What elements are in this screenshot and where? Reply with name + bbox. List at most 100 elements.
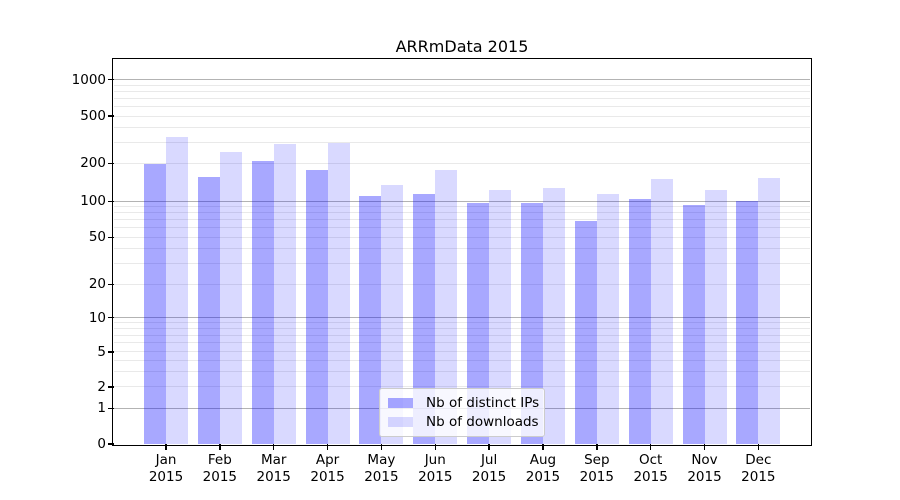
x-tick-label-jan: Jan 2015 (148, 452, 184, 485)
gridline-minor-50 (114, 236, 810, 238)
legend-entry-downloads: Nb of downloads (388, 414, 539, 430)
gridline-minor-6 (114, 342, 810, 344)
y-tick-label-100: 100 (80, 193, 106, 210)
gridline-minor-3 (114, 370, 810, 372)
gridline-minor-60 (114, 227, 810, 229)
bar-downloads-aug (542, 188, 565, 444)
y-tick-mark-1 (108, 407, 114, 410)
x-tick-mark-aug (542, 444, 544, 450)
legend: Nb of distinct IPs Nb of downloads (379, 388, 545, 437)
y-tick-mark-10 (108, 316, 114, 319)
x-tick-mark-nov (703, 444, 706, 450)
bar-distinct-ips-sep (574, 220, 597, 444)
x-tick-mark-may (380, 444, 383, 450)
legend-entry-distinct-ips: Nb of distinct IPs (388, 395, 540, 411)
gridline-minor-4 (114, 359, 810, 361)
bar-downloads-may (381, 184, 404, 444)
y-tick-mark-0 (108, 443, 114, 445)
bar-downloads-sep (596, 193, 619, 444)
y-tick-mark-100 (108, 200, 114, 203)
gridline-minor-9 (114, 322, 810, 324)
gridline-minor-7 (114, 334, 810, 336)
bar-distinct-ips-dec (736, 200, 759, 444)
y-tick-label-200: 200 (80, 155, 106, 172)
legend-swatch-distinct-ips (388, 398, 413, 408)
gridline-minor-600 (114, 105, 810, 107)
gridline-minor-5 (114, 351, 810, 353)
x-tick-mark-jul (488, 444, 490, 450)
gridline-minor-400 (114, 127, 810, 129)
y-tick-mark-20 (108, 283, 114, 285)
x-tick-label-feb: Feb 2015 (202, 452, 238, 485)
bar-downloads-dec (758, 177, 781, 444)
x-tick-label-mar: Mar 2015 (256, 452, 291, 485)
bar-downloads-feb (219, 151, 242, 444)
y-tick-mark-1000 (108, 78, 114, 81)
y-tick-mark-5 (108, 351, 114, 353)
bar-downloads-jan (166, 137, 188, 444)
gridline-minor-2 (114, 386, 810, 388)
bar-distinct-ips-jul (467, 202, 490, 444)
bar-distinct-ips-nov (682, 205, 705, 444)
x-tick-mark-apr (326, 444, 329, 450)
bar-downloads-oct (650, 178, 673, 444)
bar-distinct-ips-jan (144, 163, 166, 444)
legend-label-downloads: Nb of downloads (426, 414, 539, 430)
bar-downloads-jun (435, 169, 458, 444)
x-tick-label-jun: Jun 2015 (418, 452, 453, 485)
x-tick-mark-jun (434, 444, 436, 450)
x-tick-label-oct: Oct 2015 (633, 452, 668, 485)
bar-downloads-mar (273, 143, 296, 444)
gridline-minor-30 (114, 263, 810, 265)
bar-downloads-apr (327, 143, 350, 444)
gridline-minor-200 (114, 162, 810, 164)
legend-label-distinct-ips: Nb of distinct IPs (426, 395, 540, 411)
x-tick-label-nov: Nov 2015 (687, 452, 722, 485)
bar-distinct-ips-oct (628, 199, 651, 444)
gridline-minor-40 (114, 248, 810, 250)
bar-downloads-jul (489, 189, 512, 444)
x-tick-mark-feb (219, 444, 221, 450)
bar-distinct-ips-may (359, 196, 382, 444)
x-tick-mark-sep (596, 444, 598, 450)
x-tick-label-sep: Sep 2015 (579, 452, 614, 485)
gridline-minor-300 (114, 141, 810, 143)
bar-distinct-ips-aug (520, 202, 543, 444)
x-tick-label-aug: Aug 2015 (525, 452, 561, 485)
y-tick-label-5: 5 (97, 343, 106, 360)
gridline-minor-900 (114, 84, 810, 86)
y-tick-mark-2 (108, 386, 114, 388)
gridline-minor-90 (114, 206, 810, 208)
bar-distinct-ips-mar (251, 160, 274, 444)
bar-distinct-ips-apr (305, 170, 328, 444)
y-tick-label-1: 1 (97, 400, 106, 417)
chart-title: ARRmData 2015 (395, 37, 529, 56)
y-tick-label-2: 2 (97, 378, 106, 395)
x-tick-mark-jan (165, 444, 167, 450)
gridline-minor-500 (114, 115, 810, 117)
bar-distinct-ips-feb (197, 176, 220, 444)
y-tick-label-500: 500 (80, 108, 106, 125)
gridline-minor-700 (114, 97, 810, 99)
y-tick-label-0: 0 (97, 436, 106, 452)
gridline-minor-80 (114, 212, 810, 214)
y-tick-label-1000: 1000 (71, 71, 106, 88)
y-tick-label-20: 20 (88, 276, 106, 293)
y-tick-mark-200 (108, 162, 114, 165)
gridline-major-100 (114, 200, 810, 202)
gridline-minor-70 (114, 219, 810, 221)
x-tick-mark-dec (757, 444, 760, 450)
x-tick-label-apr: Apr 2015 (310, 452, 345, 485)
x-tick-mark-mar (272, 444, 275, 450)
gridline-minor-800 (114, 90, 810, 92)
gridline-major-10 (114, 317, 810, 319)
y-tick-label-10: 10 (88, 309, 106, 326)
gridline-minor-8 (114, 328, 810, 330)
bar-downloads-nov (704, 190, 727, 444)
legend-swatch-downloads (388, 417, 413, 427)
gridline-minor-20 (114, 283, 810, 285)
gridline-major-1000 (114, 78, 810, 80)
x-tick-mark-oct (649, 444, 652, 450)
bar-distinct-ips-jun (413, 194, 436, 444)
